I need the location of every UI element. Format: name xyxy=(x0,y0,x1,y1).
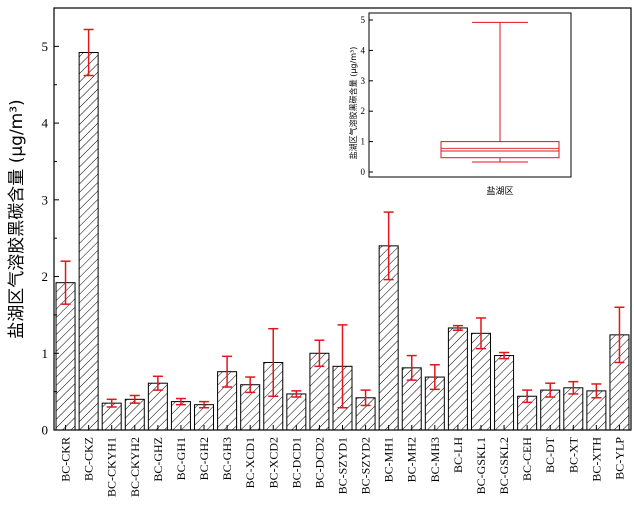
x-tick-label: BC-GSKL2 xyxy=(497,437,511,494)
x-tick-label: BC-YLP xyxy=(612,437,626,480)
box-iqr xyxy=(440,141,560,159)
main-bar-chart: 0 1 2 3 4 5 BC-CKR BC-CKZ BC-CKYH1 BC-CKYH2 BC-GH… xyxy=(7,7,632,497)
y-tick-label: 5 xyxy=(42,39,49,54)
y-tick-label: 2 xyxy=(42,269,49,284)
x-tick-label: BC-CKYH1 xyxy=(105,437,119,497)
x-tick-label: BC-MH1 xyxy=(382,437,396,482)
inset-y-tick-label: 0 xyxy=(361,167,366,177)
x-tick-label: BC-XTH xyxy=(589,437,603,482)
x-tick-label: BC-SZYD2 xyxy=(359,437,373,494)
x-tick-label: BC-XT xyxy=(566,436,580,473)
x-tick-label: BC-DCD1 xyxy=(289,437,303,488)
x-tick-label: BC-GHZ xyxy=(151,437,165,482)
inset-y-tick-label: 1 xyxy=(361,137,366,147)
x-tick-label: BC-CKZ xyxy=(82,437,96,481)
x-tick-label: BC-SZYD1 xyxy=(336,437,350,494)
y-axis-title: 盐湖区气溶胶黑碳含量 (μg/m³) xyxy=(7,99,27,338)
bar xyxy=(447,327,468,431)
x-tick-label: BC-LH xyxy=(451,437,465,473)
x-tick-label: BC-GH3 xyxy=(220,437,234,480)
inset-x-tick: 盐湖区 xyxy=(486,185,513,196)
x-tick-label: BC-CKR xyxy=(59,437,73,482)
x-tick-label: BC-DT xyxy=(543,436,557,473)
inset-y-tick-label: 4 xyxy=(361,45,366,55)
x-tick-label: BC-DCD2 xyxy=(312,437,326,488)
x-tick-label: BC-MH2 xyxy=(405,437,419,482)
bar xyxy=(78,52,99,431)
y-tick-label: 3 xyxy=(42,192,49,207)
inset-frame xyxy=(368,12,572,178)
x-tick-label: BC-CEH xyxy=(520,437,534,481)
y-tick-label: 1 xyxy=(42,346,49,361)
inset-y-tick-label: 3 xyxy=(361,76,366,86)
x-tick-label: BC-GH1 xyxy=(174,437,188,480)
x-tick-label: BC-GH2 xyxy=(197,437,211,480)
y-tick-label: 4 xyxy=(42,116,49,131)
inset-box-plot: 0 1 2 3 4 5 盐湖区 盐湖区气溶胶黑碳含量 (μg/m³) xyxy=(348,12,572,196)
inset-y-tick-label: 5 xyxy=(361,15,366,25)
x-tick-label: BC-XCD2 xyxy=(266,437,280,488)
x-axis: BC-CKR BC-CKZ BC-CKYH1 BC-CKYH2 BC-GHZ BC-GH1… xyxy=(59,425,626,497)
y-tick-label: 0 xyxy=(42,423,49,438)
x-tick-label: BC-CKYH2 xyxy=(128,437,142,497)
bar xyxy=(286,393,307,431)
inset-y-tick-label: 2 xyxy=(361,106,366,116)
x-tick-label: BC-XCD1 xyxy=(243,437,257,488)
inset-box xyxy=(440,21,560,163)
x-tick-label: BC-GSKL1 xyxy=(474,437,488,494)
x-tick-label: BC-MH3 xyxy=(428,437,442,482)
inset-y-axis: 0 1 2 3 4 5 xyxy=(361,15,373,177)
inset-y-axis-title: 盐湖区气溶胶黑碳含量 (μg/m³) xyxy=(348,47,358,160)
bar xyxy=(494,355,515,431)
